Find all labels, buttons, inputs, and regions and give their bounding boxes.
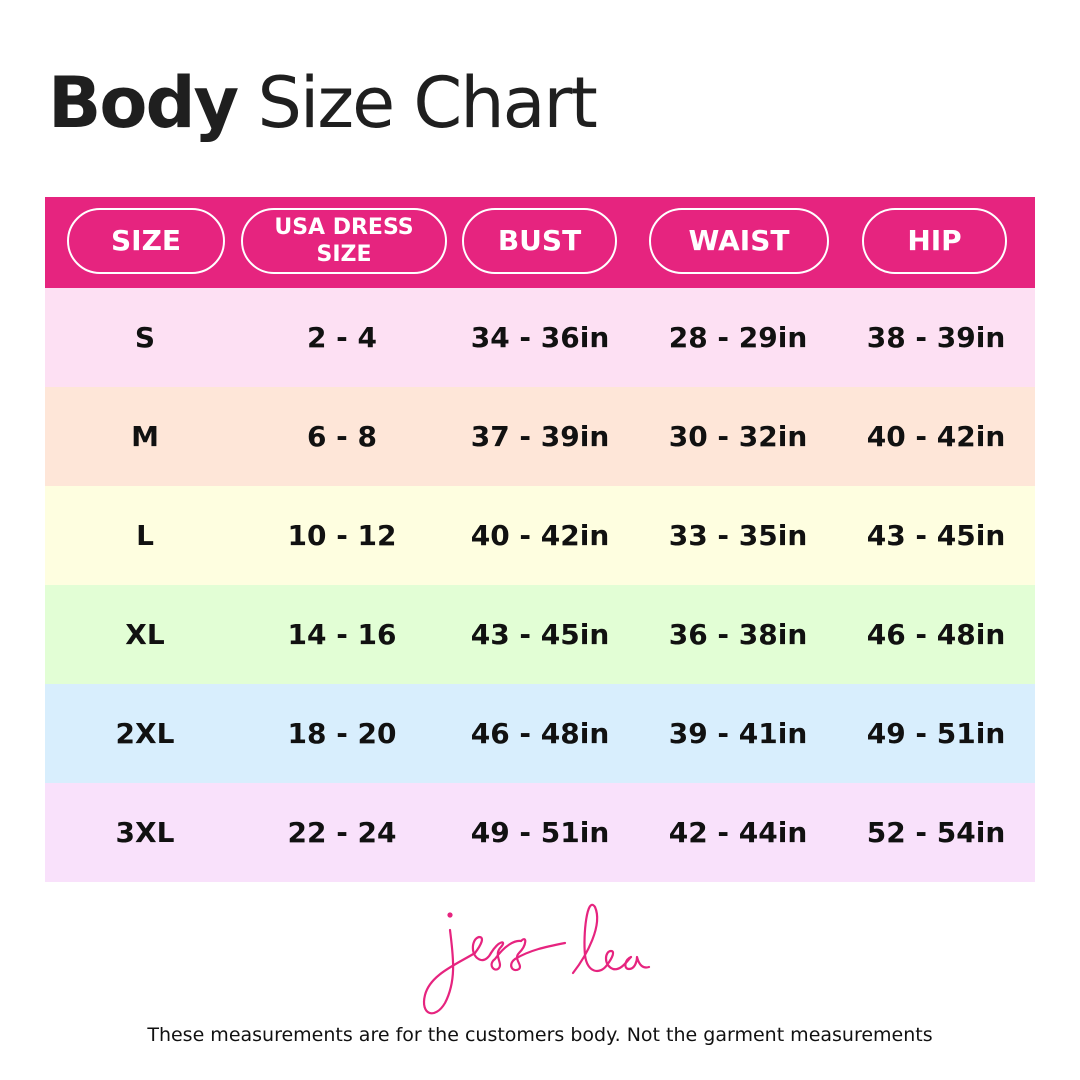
cell-bust: 34 - 36in	[470, 321, 610, 354]
cell-waist: 28 - 29in	[668, 321, 808, 354]
header-bust: BUST	[462, 208, 617, 274]
cell-waist: 42 - 44in	[668, 816, 808, 849]
cell-size: XL	[125, 618, 165, 651]
cell-size: M	[131, 420, 159, 453]
cell-size: S	[134, 321, 156, 354]
table-row: XL 14 - 16 43 - 45in 36 - 38in 46 - 48in	[45, 585, 1035, 684]
header-hip: HIP	[862, 208, 1007, 274]
footer-note: These measurements are for the customers…	[147, 1024, 933, 1046]
size-table: SIZE USA DRESS SIZE BUST WAIST HIP S 2 - …	[45, 197, 1035, 882]
header-size: SIZE	[67, 208, 225, 274]
cell-usa-dress-size: 22 - 24	[287, 816, 397, 849]
cell-usa-dress-size: 2 - 4	[306, 321, 378, 354]
cell-size: L	[136, 519, 154, 552]
cell-bust: 37 - 39in	[470, 420, 610, 453]
cell-hip: 43 - 45in	[866, 519, 1006, 552]
cell-bust: 46 - 48in	[470, 717, 610, 750]
title-bold: Body	[48, 62, 239, 144]
cell-usa-dress-size: 10 - 12	[287, 519, 397, 552]
header-usa-dress-size: USA DRESS SIZE	[241, 208, 447, 274]
cell-waist: 33 - 35in	[668, 519, 808, 552]
cell-usa-dress-size: 18 - 20	[287, 717, 397, 750]
cell-waist: 30 - 32in	[668, 420, 808, 453]
cell-hip: 40 - 42in	[866, 420, 1006, 453]
table-header: SIZE USA DRESS SIZE BUST WAIST HIP	[45, 197, 1035, 288]
cell-hip: 46 - 48in	[866, 618, 1006, 651]
header-waist: WAIST	[649, 208, 829, 274]
table-row: S 2 - 4 34 - 36in 28 - 29in 38 - 39in	[45, 288, 1035, 387]
cell-hip: 38 - 39in	[866, 321, 1006, 354]
cell-usa-dress-size: 6 - 8	[306, 420, 378, 453]
cell-bust: 40 - 42in	[470, 519, 610, 552]
cell-bust: 49 - 51in	[470, 816, 610, 849]
table-row: 3XL 22 - 24 49 - 51in 42 - 44in 52 - 54in	[45, 783, 1035, 882]
cell-size: 2XL	[115, 717, 175, 750]
cell-waist: 36 - 38in	[668, 618, 808, 651]
table-row: 2XL 18 - 20 46 - 48in 39 - 41in 49 - 51in	[45, 684, 1035, 783]
table-row: M 6 - 8 37 - 39in 30 - 32in 40 - 42in	[45, 387, 1035, 486]
cell-size: 3XL	[115, 816, 175, 849]
cell-waist: 39 - 41in	[668, 717, 808, 750]
page-title: Body Size Chart	[48, 68, 598, 138]
cell-hip: 52 - 54in	[866, 816, 1006, 849]
cell-usa-dress-size: 14 - 16	[287, 618, 397, 651]
table-row: L 10 - 12 40 - 42in 33 - 35in 43 - 45in	[45, 486, 1035, 585]
title-rest: Size Chart	[257, 62, 597, 144]
cell-hip: 49 - 51in	[866, 717, 1006, 750]
jess-lea-signature-logo	[422, 903, 651, 1015]
cell-bust: 43 - 45in	[470, 618, 610, 651]
